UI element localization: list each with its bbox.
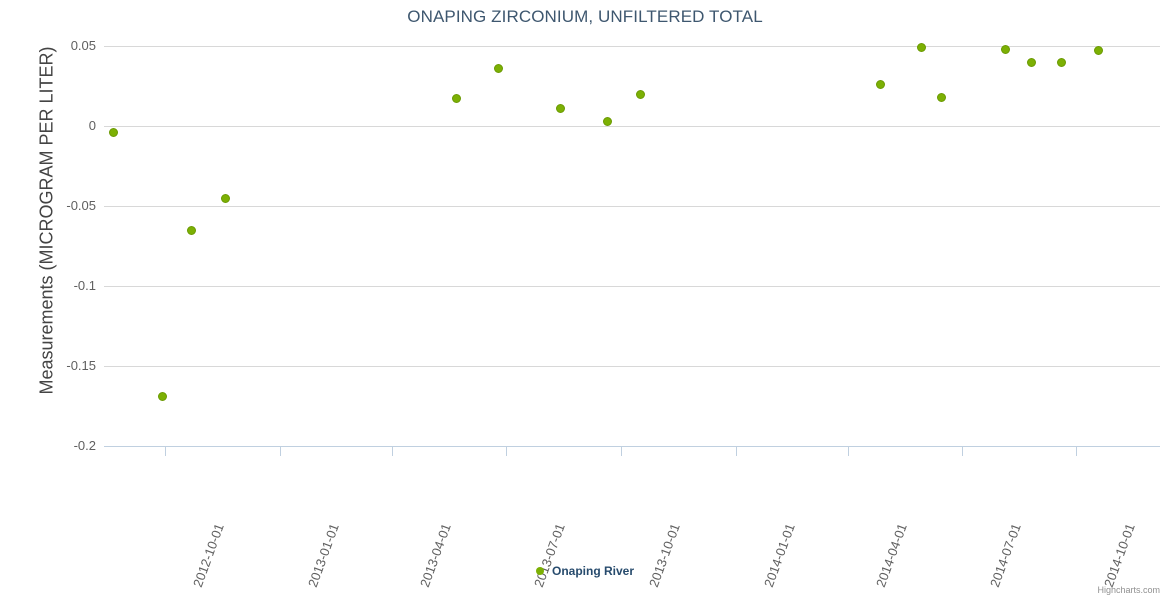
x-axis-tick-label: 2013-01-01 [305, 459, 365, 589]
x-axis-tick-mark [280, 447, 281, 456]
legend-item-onaping-river[interactable]: Onaping River [535, 563, 634, 578]
x-axis-tick-label-text: 2014-10-01 [1101, 521, 1139, 590]
chart-title: ONAPING ZIRCONIUM, UNFILTERED TOTAL [407, 7, 763, 26]
plot-area [104, 43, 1160, 447]
data-point[interactable] [875, 79, 885, 89]
x-axis-tick-label: 2014-07-01 [987, 459, 1046, 589]
data-point[interactable] [937, 92, 947, 102]
y-axis-tick-label: -0.2 [73, 438, 96, 453]
data-point[interactable] [109, 127, 119, 137]
x-axis-tick-mark [620, 447, 622, 456]
data-point[interactable] [158, 391, 168, 401]
x-axis-tick-mark [1076, 447, 1078, 456]
y-axis-tick-label: 0 [88, 118, 96, 133]
x-axis-tick-mark [392, 447, 394, 456]
x-axis-tick-label: 2014-01-01 [761, 459, 820, 589]
gridline [104, 206, 1160, 207]
x-axis-tick-label-text: 2014-04-01 [872, 521, 910, 590]
x-axis-tick-label-text: 2013-01-01 [305, 521, 342, 590]
x-axis-tick-label: 2012-10-01 [190, 459, 250, 589]
x-axis-tick-mark [847, 447, 849, 456]
x-axis-tick-label: 2014-10-01 [1101, 459, 1161, 589]
gridline [104, 286, 1160, 287]
x-axis-tick-label: 2013-07-01 [531, 459, 591, 589]
data-point[interactable] [602, 116, 612, 126]
y-axis-tick-label: -0.1 [73, 278, 96, 293]
data-point[interactable] [186, 225, 196, 235]
chart-legend: Onaping River [0, 563, 1170, 578]
data-point[interactable] [1056, 57, 1066, 67]
x-axis-tick-label-text: 2013-07-01 [530, 521, 568, 590]
x-axis-tick-mark [961, 447, 963, 456]
x-axis-tick-label-text: 2012-10-01 [190, 521, 228, 590]
data-point[interactable] [1094, 46, 1104, 56]
x-axis-tick-label-text: 2014-01-01 [760, 521, 798, 590]
x-axis-tick-label: 2013-04-01 [417, 459, 477, 589]
x-axis-tick-label-text: 2013-04-01 [417, 521, 455, 590]
y-axis-tick-label: 0.05 [70, 38, 96, 53]
x-axis-tick-mark [735, 447, 737, 456]
x-axis-tick-mark [505, 447, 507, 456]
x-axis-tick-label: 2013-10-01 [646, 459, 706, 589]
x-axis-tick-mark [165, 447, 167, 456]
data-point[interactable] [556, 103, 566, 113]
data-point[interactable] [1000, 44, 1010, 54]
x-axis-tick-label-text: 2014-07-01 [986, 521, 1024, 590]
x-axis-tick-label: 2014-04-01 [873, 459, 933, 589]
highcharts-credit[interactable]: Highcharts.com [1097, 585, 1160, 595]
gridline [104, 126, 1160, 127]
data-point[interactable] [1026, 57, 1036, 67]
data-point[interactable] [636, 89, 646, 99]
data-point[interactable] [451, 94, 461, 104]
gridline [104, 366, 1160, 367]
legend-marker-icon [535, 566, 544, 575]
legend-item-label: Onaping River [551, 563, 634, 578]
y-axis-tick-labels: 0.05 0 -0.05 -0.1 -0.15 -0.2 [28, 38, 96, 453]
data-point[interactable] [493, 63, 503, 73]
data-point[interactable] [220, 193, 230, 203]
x-axis-line [104, 446, 1160, 447]
data-point[interactable] [917, 43, 927, 53]
x-axis-tick-label-text: 2013-10-01 [645, 521, 683, 590]
y-axis-tick-label: -0.15 [66, 358, 96, 373]
gridline [104, 46, 1160, 47]
y-axis-tick-label: -0.05 [66, 198, 96, 213]
